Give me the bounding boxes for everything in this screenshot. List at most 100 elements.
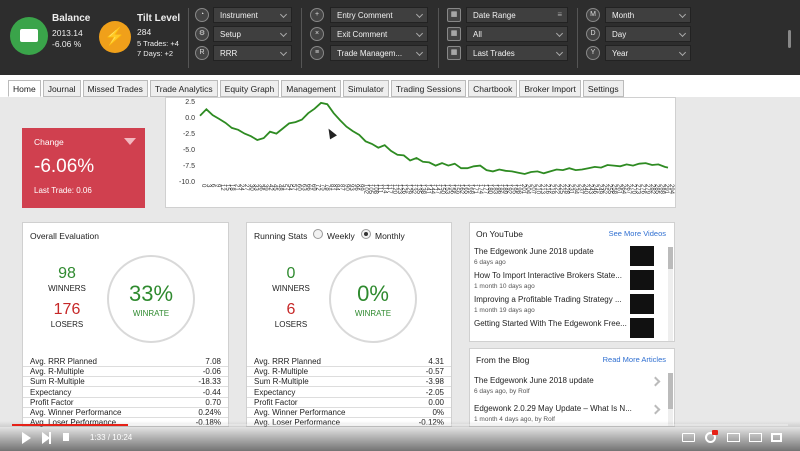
stat-row: Profit Factor 0.70	[23, 398, 228, 408]
day-icon: D	[586, 27, 600, 41]
all-select[interactable]: All	[466, 26, 568, 42]
x-tick-label: 129	[405, 184, 411, 195]
stat-row: Avg. RRR Planned 4.31	[247, 357, 451, 367]
x-tick-label: 207	[530, 184, 536, 195]
triangle-down-icon[interactable]	[124, 138, 136, 145]
rrr-select[interactable]: RRR	[213, 45, 292, 61]
x-tick-label: 141	[424, 184, 430, 195]
tilt-label: Tilt Level	[137, 13, 181, 24]
blog-list-item[interactable]: The Edgewonk June 2018 update 6 days ago,…	[474, 373, 664, 399]
setup-select[interactable]: Setup	[213, 26, 292, 42]
see-more-videos-link[interactable]: See More Videos	[608, 229, 666, 238]
running-stats-table: Avg. RRR Planned 4.31 Avg. R-Multiple -0.57…	[247, 357, 451, 427]
x-tick-label: 57	[291, 184, 297, 191]
video-thumbnail[interactable]	[630, 294, 654, 314]
tab-missed-trades[interactable]: Missed Trades	[82, 80, 148, 97]
chevron-right-icon[interactable]	[650, 404, 661, 415]
x-tick-label: 108	[372, 184, 378, 195]
instrument-select[interactable]: Instrument	[213, 7, 292, 23]
stat-row: Profit Factor 0.00	[247, 398, 451, 408]
x-tick-label: 213	[539, 184, 545, 195]
x-tick-label: 192	[506, 184, 512, 195]
tab-trade-analytics[interactable]: Trade Analytics	[149, 80, 218, 97]
weekly-radio[interactable]	[313, 229, 323, 239]
video-thumbnail[interactable]	[630, 318, 654, 338]
video-title: Getting Started With The Edgewonk Free..…	[474, 319, 627, 328]
x-tick-label: 105	[367, 184, 373, 195]
tab-equity-graph[interactable]: Equity Graph	[219, 80, 280, 97]
tab-trading-sessions[interactable]: Trading Sessions	[390, 80, 467, 97]
x-tick-label: 294	[668, 184, 674, 195]
video-list-item[interactable]: How To Import Interactive Brokers State.…	[474, 269, 664, 291]
volume-icon[interactable]	[63, 433, 69, 441]
blog-list-item[interactable]: Edgewonk 2.0.29 May Update – What Is N..…	[474, 401, 664, 426]
x-tick-label: 33	[253, 184, 259, 191]
video-list-item[interactable]: The Edgewonk June 2018 update 6 days ago	[474, 245, 664, 267]
y-tick-label: 0.0	[185, 115, 195, 122]
x-tick-label: 48	[276, 184, 282, 191]
exit-comment-select[interactable]: Exit Comment	[330, 26, 428, 42]
exit-comment-icon: ×	[310, 27, 324, 41]
scroll-handle[interactable]	[788, 30, 791, 48]
monthly-radio[interactable]	[361, 229, 371, 239]
last-trade: Last Trade: 0.06	[34, 186, 92, 195]
losers-label: LOSERS	[50, 320, 84, 329]
running-losers-label: LOSERS	[274, 320, 308, 329]
blog-post-title: Edgewonk 2.0.29 May Update – What Is N..…	[474, 404, 632, 413]
date-range-select[interactable]: Date Range ≡	[466, 7, 568, 23]
video-thumbnail[interactable]	[630, 270, 654, 290]
play-icon[interactable]	[22, 432, 31, 444]
year-select[interactable]: Year	[605, 45, 691, 61]
winrate-value: 33%	[128, 281, 174, 306]
tilt-value: 284	[137, 27, 152, 37]
miniplayer-icon[interactable]	[727, 433, 740, 442]
subtitles-icon[interactable]	[682, 433, 695, 442]
fullscreen-icon[interactable]	[771, 433, 782, 442]
x-tick-label: 162	[458, 184, 464, 195]
chevron-right-icon[interactable]	[650, 376, 661, 387]
tab-simulator[interactable]: Simulator	[342, 80, 389, 97]
x-tick-label: 204	[525, 184, 531, 195]
tab-management[interactable]: Management	[281, 80, 341, 97]
tab-broker-import[interactable]: Broker Import	[519, 80, 581, 97]
running-winrate-gauge: 0% WINRATE	[329, 255, 417, 343]
last-trades-select[interactable]: Last Trades	[466, 45, 568, 61]
video-date: 6 days ago	[474, 259, 506, 266]
day-select[interactable]: Day	[605, 26, 691, 42]
video-title: Improving a Profitable Trading Strategy …	[474, 295, 622, 304]
change-title: Change	[34, 137, 64, 147]
x-tick-label: 3	[205, 184, 211, 188]
cast-icon[interactable]	[749, 433, 762, 442]
next-icon[interactable]	[42, 432, 51, 444]
youtube-scrollbar[interactable]	[668, 247, 673, 341]
x-tick-label: 198	[515, 184, 521, 195]
trade-management-select[interactable]: Trade Managem...	[330, 45, 428, 61]
video-thumbnail[interactable]	[630, 246, 654, 266]
tab-settings[interactable]: Settings	[582, 80, 624, 97]
read-more-articles-link[interactable]: Read More Articles	[602, 355, 666, 364]
month-select[interactable]: Month	[605, 7, 691, 23]
x-tick-label: 219	[549, 184, 555, 195]
x-tick-label: 156	[448, 184, 454, 195]
settings-icon[interactable]	[705, 430, 718, 443]
blog-scrollbar[interactable]	[668, 373, 673, 426]
tab-home[interactable]: Home	[8, 80, 41, 97]
blog-post-title: The Edgewonk June 2018 update	[474, 376, 594, 385]
x-tick-label: 255	[606, 184, 612, 195]
entry-comment-select[interactable]: Entry Comment	[330, 7, 428, 23]
x-tick-label: 36	[257, 184, 263, 191]
running-winners-count: 0	[286, 265, 296, 282]
tab-chartbook[interactable]: Chartbook	[468, 80, 518, 97]
x-tick-label: 279	[644, 184, 650, 195]
x-tick-label: 183	[491, 184, 497, 195]
x-tick-label: 180	[487, 184, 493, 195]
video-list-item[interactable]: Getting Started With The Edgewonk Free..…	[474, 317, 664, 339]
tab-journal[interactable]: Journal	[42, 80, 81, 97]
video-list-item[interactable]: Improving a Profitable Trading Strategy …	[474, 293, 664, 315]
video-date: 1 month 10 days ago	[474, 283, 535, 290]
x-tick-label: 135	[415, 184, 421, 195]
y-tick-label: -10.0	[179, 179, 195, 186]
x-tick-label: 189	[501, 184, 507, 195]
stat-row: Expectancy -0.44	[23, 388, 228, 398]
progress-track[interactable]	[12, 424, 788, 426]
